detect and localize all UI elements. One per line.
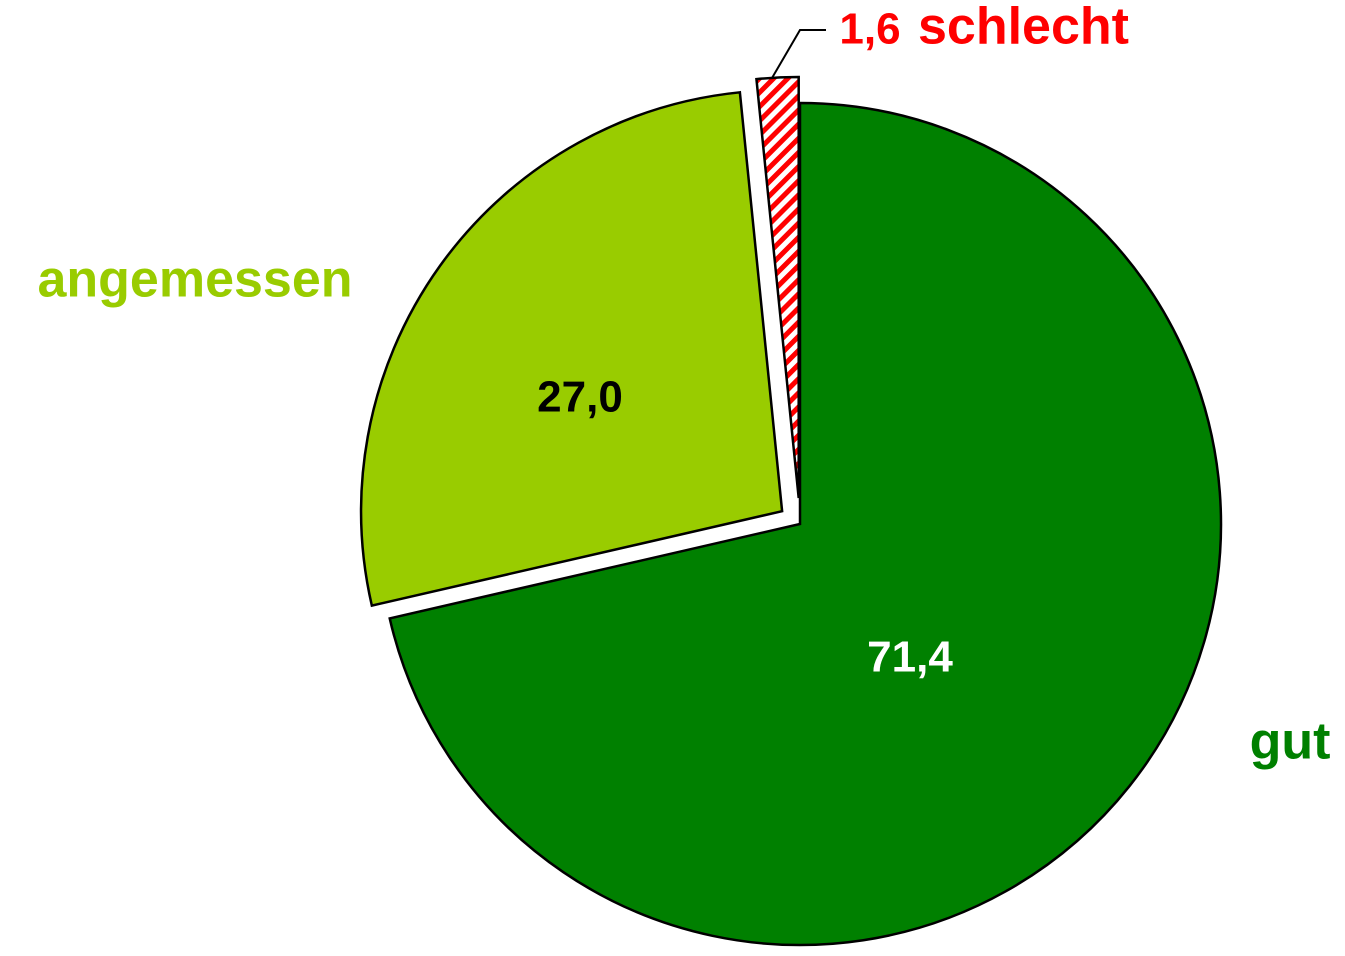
pie-slice <box>755 75 800 499</box>
pie-slice <box>359 90 784 608</box>
value-label: 27,0 <box>537 373 623 422</box>
pie-slice <box>388 101 1223 947</box>
category-label: gut <box>1250 713 1331 771</box>
value-label: 1,6 <box>839 5 900 54</box>
category-label: angemessen <box>37 251 352 309</box>
value-label: 71,4 <box>867 633 953 682</box>
category-label: schlecht <box>918 0 1129 56</box>
leader-line <box>771 29 826 79</box>
